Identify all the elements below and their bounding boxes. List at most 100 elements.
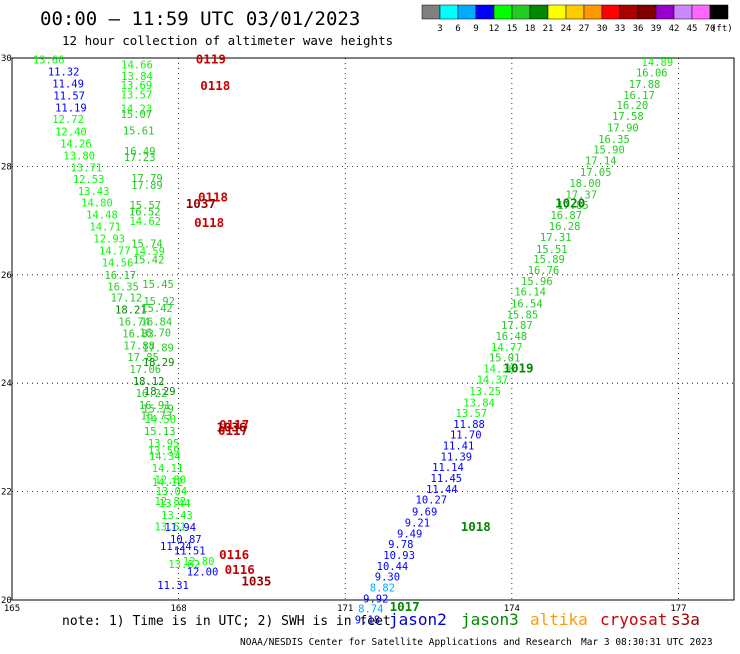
swh-value-label: 16.17 <box>104 270 136 282</box>
x-tick-label: 177 <box>670 604 686 614</box>
swh-value-label: 13.43 <box>78 186 110 198</box>
cycle-number-label: 0118 <box>198 189 228 204</box>
swh-value-label: 13.59 <box>148 445 180 457</box>
swh-value-label: 10.27 <box>416 495 448 507</box>
colorbar-swatch <box>637 4 657 20</box>
chart-subtitle: 12 hour collection of altimeter wave hei… <box>62 33 393 48</box>
colorbar-swatch <box>655 4 675 20</box>
swh-value-label: 15.85 <box>507 309 539 321</box>
colorbar-swatch <box>601 4 621 20</box>
swh-value-label: 13.43 <box>161 510 193 522</box>
swh-value-label: 11.44 <box>426 484 458 496</box>
y-tick-label: 22 <box>1 488 12 498</box>
swh-value-label: 16.17 <box>623 90 655 102</box>
swh-value-label: 13.80 <box>63 151 95 163</box>
swh-value-label: 18.29 <box>144 386 176 398</box>
x-tick-label: 174 <box>504 604 520 614</box>
x-axis-ticks: 165 168 171 174 177 <box>4 604 687 614</box>
colorbar-tick-label: 45 <box>687 24 698 34</box>
mission-legend-cryosat: cryosat <box>600 610 667 629</box>
y-axis-ticks: 20 22 24 26 28 30 <box>1 54 12 606</box>
swh-value-label: 13.57 <box>121 89 153 101</box>
swh-value-label: 18.29 <box>143 357 175 369</box>
swh-value-label: 16.20 <box>617 100 649 112</box>
cycle-number-label: 1017 <box>390 599 420 614</box>
cycle-number-label: 1035 <box>241 574 271 589</box>
swh-value-label: 16.52 <box>129 206 161 218</box>
swh-value-label: 14.26 <box>60 139 92 151</box>
mission-legend-s3a: s3a <box>671 610 700 629</box>
colorbar-swatch <box>583 4 603 20</box>
swh-value-label: 15.61 <box>123 126 155 138</box>
swh-value-label: 15.01 <box>489 353 521 365</box>
colorbar-swatch <box>439 4 459 20</box>
color-scale-legend: 3 6 9 12 15 18 21 24 27 30 33 36 39 42 45 70(ft) <box>421 4 733 34</box>
colorbar-swatch <box>421 4 441 20</box>
swh-value-label: 15.07 <box>121 109 153 121</box>
swh-value-label: 14.59 <box>133 246 165 258</box>
swh-value-label: 16.76 <box>528 265 560 277</box>
swh-value-label: 11.94 <box>164 522 196 534</box>
swh-value-label: 17.79 <box>131 173 163 185</box>
swh-value-label: 12.80 <box>183 556 215 568</box>
swh-value-label: 10.87 <box>170 534 202 546</box>
swh-value-label: 9.78 <box>388 539 413 551</box>
swh-value-label: 13.51 <box>154 521 186 533</box>
swh-value-label: 17.88 <box>629 79 661 91</box>
mission-legend-jason2: jason2 <box>389 610 447 629</box>
swh-value-label: 18.00 <box>569 178 601 190</box>
swh-value-label: 16.35 <box>107 282 139 294</box>
colorbar-tick-label: 33 <box>615 24 626 34</box>
swh-value-label: 14.80 <box>81 198 113 210</box>
swh-value-label: 17.85 <box>557 200 589 212</box>
swh-value-label: 16.28 <box>549 221 581 233</box>
swh-value-label: 14.50 <box>144 414 176 426</box>
cycle-number-label: 1018 <box>461 519 491 534</box>
chart-title: 00:00 – 11:59 UTC 03/01/2023 <box>40 8 360 30</box>
swh-value-label: 18.12 <box>133 376 165 388</box>
colorbar-tick-label: 70 <box>705 24 716 34</box>
swh-value-label: 9.21 <box>405 517 430 529</box>
swh-value-label: 15.13 <box>144 426 176 438</box>
swh-value-label: 11.45 <box>431 473 463 485</box>
colorbar-swatch <box>619 4 639 20</box>
swh-value-label: 16.22 <box>136 388 168 400</box>
swh-value-label: 15.79 <box>142 404 174 416</box>
swh-value-label: 15.96 <box>521 276 553 288</box>
swh-value-label: 16.54 <box>511 299 543 311</box>
cycle-number-label: 1036 <box>216 420 246 435</box>
cycle-number-label: 0119 <box>196 52 226 67</box>
colorbar-tick-label: 36 <box>633 24 644 34</box>
swh-value-label: 11.24 <box>160 541 192 553</box>
colorbar-tick-label: 15 <box>507 24 518 34</box>
swh-value-label: 18.21 <box>115 304 147 316</box>
swh-value-label: 16.91 <box>139 400 171 412</box>
swh-value-label: 9.18 <box>355 615 380 627</box>
swh-value-label: 16.70 <box>139 327 171 339</box>
colorbar-tick-label: 24 <box>561 24 572 34</box>
cycle-number-label: 0118 <box>194 215 224 230</box>
colorbar-tick-label: 18 <box>525 24 536 34</box>
swh-value-label: 15.90 <box>593 145 625 157</box>
swh-value-label: 17.58 <box>612 111 644 123</box>
swh-value-label: 11.32 <box>48 67 80 79</box>
swh-value-label: 17.23 <box>124 152 156 164</box>
swh-value-label: 9.30 <box>375 572 400 584</box>
swh-value-label: 14.77 <box>491 342 523 354</box>
swh-value-label: 11.14 <box>432 462 464 474</box>
swh-value-label: 13.44 <box>159 498 191 510</box>
colorbar-swatch <box>457 4 477 20</box>
swh-value-label: 17.05 <box>580 167 612 179</box>
swh-value-label: 11.19 <box>55 102 87 114</box>
swh-value-label: 15.42 <box>133 255 165 267</box>
swh-value-label: 11.41 <box>443 441 475 453</box>
swh-value-label: 14.36 <box>483 364 515 376</box>
swh-value-label: 14.77 <box>99 245 131 257</box>
x-tick-label: 171 <box>337 604 353 614</box>
swh-value-label: 12.00 <box>187 566 219 578</box>
cycle-number-label: 0116 <box>219 547 249 562</box>
colorbar-tick-label: 27 <box>579 24 590 34</box>
swh-value-label: 15.74 <box>131 238 163 250</box>
swh-value-label: 15.92 <box>143 296 175 308</box>
